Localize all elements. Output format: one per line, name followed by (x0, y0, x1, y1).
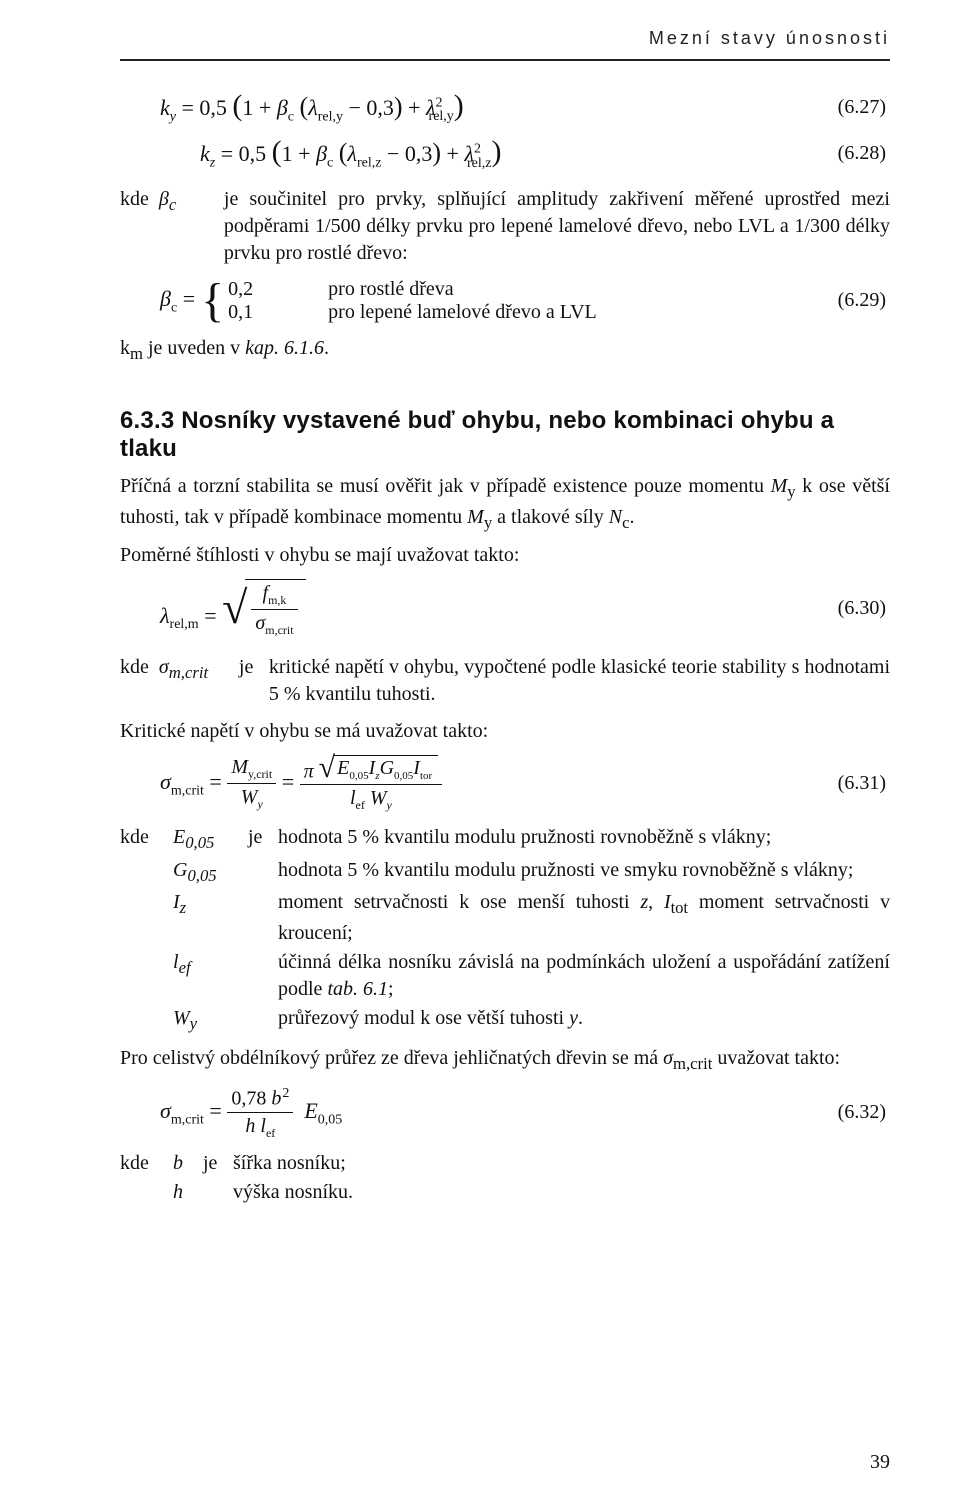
equation-6-31: σm,crit = My,crit Wy = π √ E0,05IzG0,05I… (160, 755, 890, 813)
kde-label-2: kde (120, 654, 159, 708)
symbol-je: je (248, 824, 278, 855)
equation-6-30-body: λrel,m = √ fm,k σm,crit (160, 579, 306, 637)
section-heading-6-3-3: 6.3.3 Nosníky vystavené buď ohybu, nebo … (120, 407, 890, 463)
symbol-name: Wy (173, 1005, 248, 1036)
symbol-def: hodnota 5 % kvantilu modulu pružnosti ro… (278, 824, 890, 855)
symbol-row: Wy průřezový modul k ose větší tuhosti y… (120, 1005, 890, 1036)
symbol-list-6-31: kde E0,05 je hodnota 5 % kvantilu modulu… (120, 824, 890, 1035)
kde-beta-c: kde βc je součinitel pro prvky, splňujíc… (120, 186, 890, 267)
beta-c-case-2-value: 0,1 (228, 301, 288, 324)
header-rule (120, 59, 890, 61)
equation-6-27-number: (6.27) (838, 96, 890, 119)
equation-6-28: kz = 0,5 (1 + βc (λrel,z − 0,3) + λ2rel,… (160, 135, 890, 171)
equation-6-27: ky = 0,5 (1 + βc (λrel,y − 0,3) + λ2rel,… (160, 89, 890, 125)
kde-symbol-sigma-mcrit: σm,crit (159, 654, 239, 708)
symbol-row: Iz moment setrvačnosti k ose menší tuhos… (120, 889, 890, 947)
symbol-name: h (173, 1179, 203, 1206)
equation-6-31-number: (6.31) (838, 772, 890, 795)
kde-sigma-mcrit: kde σm,crit je kritické napětí v ohybu, … (120, 654, 890, 708)
km-note: km je uveden v kap. 6.1.6. (120, 335, 890, 366)
beta-c-case-2-text: pro lepené lamelové dřevo a LVL (288, 301, 597, 324)
symbol-name: E0,05 (173, 824, 248, 855)
page-number: 39 (870, 1451, 890, 1474)
kde-sigma-mcrit-text: kritické napětí v ohybu, vypočtené podle… (269, 654, 890, 708)
kde-label: kde (120, 186, 159, 267)
symbol-def: hodnota 5 % kvantilu modulu pružnosti ve… (278, 857, 890, 888)
symbol-row: lef účinná délka nosníku závislá na podm… (120, 949, 890, 1003)
kde-je-2: je (239, 654, 269, 708)
equation-6-30-number: (6.30) (838, 597, 890, 620)
symbol-def: moment setrvačnosti k ose menší tuhosti … (278, 889, 890, 947)
equation-6-27-body: ky = 0,5 (1 + βc (λrel,y − 0,3) + λ2rel,… (160, 89, 464, 125)
p-6-3-3-slenderness: Poměrné štíhlosti v ohybu se mají uvažov… (120, 542, 890, 569)
symbol-def: účinná délka nosníku závislá na podmínká… (278, 949, 890, 1003)
equation-6-31-body: σm,crit = My,crit Wy = π √ E0,05IzG0,05I… (160, 755, 442, 813)
equation-6-32-body: σm,crit = 0,78 b2 h lef E0,05 (160, 1086, 342, 1140)
equation-6-29: βc = { 0,2 pro rostlé dřeva 0,1 pro lepe… (160, 277, 890, 325)
kde-symbol-beta-c: βc (159, 186, 224, 267)
symbol-row: kde E0,05 je hodnota 5 % kvantilu modulu… (120, 824, 890, 855)
symbol-je: je (203, 1150, 233, 1177)
symbol-list-6-32: kde b je šířka nosníku; h výška nosníku. (120, 1150, 890, 1206)
symbol-row: G0,05 hodnota 5 % kvantilu modulu pružno… (120, 857, 890, 888)
symbol-def: šířka nosníku; (233, 1150, 890, 1177)
symbol-name: G0,05 (173, 857, 248, 888)
symbol-name: b (173, 1150, 203, 1177)
equation-6-30: λrel,m = √ fm,k σm,crit (6.30) (160, 579, 890, 637)
p-6-3-3-intro: Příčná a torzní stabilita se musí ověřit… (120, 473, 890, 534)
beta-c-case-1-value: 0,2 (228, 278, 288, 301)
beta-c-case-1-text: pro rostlé dřeva (288, 278, 454, 301)
equation-6-29-number: (6.29) (838, 289, 890, 312)
symbol-name: Iz (173, 889, 248, 947)
p-critical-stress: Kritické napětí v ohybu se má uvažovat t… (120, 718, 890, 745)
equation-6-32-number: (6.32) (838, 1101, 890, 1124)
symbol-name: lef (173, 949, 248, 1003)
kde-label-4: kde (120, 1150, 173, 1177)
equation-6-28-number: (6.28) (838, 142, 890, 165)
symbol-row: kde b je šířka nosníku; (120, 1150, 890, 1177)
p-rectangular: Pro celistvý obdélníkový průřez ze dřeva… (120, 1045, 890, 1076)
equation-6-28-body: kz = 0,5 (1 + βc (λrel,z − 0,3) + λ2rel,… (200, 135, 501, 171)
equation-6-32: σm,crit = 0,78 b2 h lef E0,05 (6.32) (160, 1086, 890, 1140)
kde-beta-c-text: je součinitel pro prvky, splňující ampli… (224, 186, 890, 267)
running-head: Mezní stavy únosnosti (120, 28, 890, 49)
symbol-row: h výška nosníku. (120, 1179, 890, 1206)
symbol-def: výška nosníku. (233, 1179, 890, 1206)
symbol-def: průřezový modul k ose větší tuhosti y. (278, 1005, 890, 1036)
kde-label-3: kde (120, 824, 173, 855)
